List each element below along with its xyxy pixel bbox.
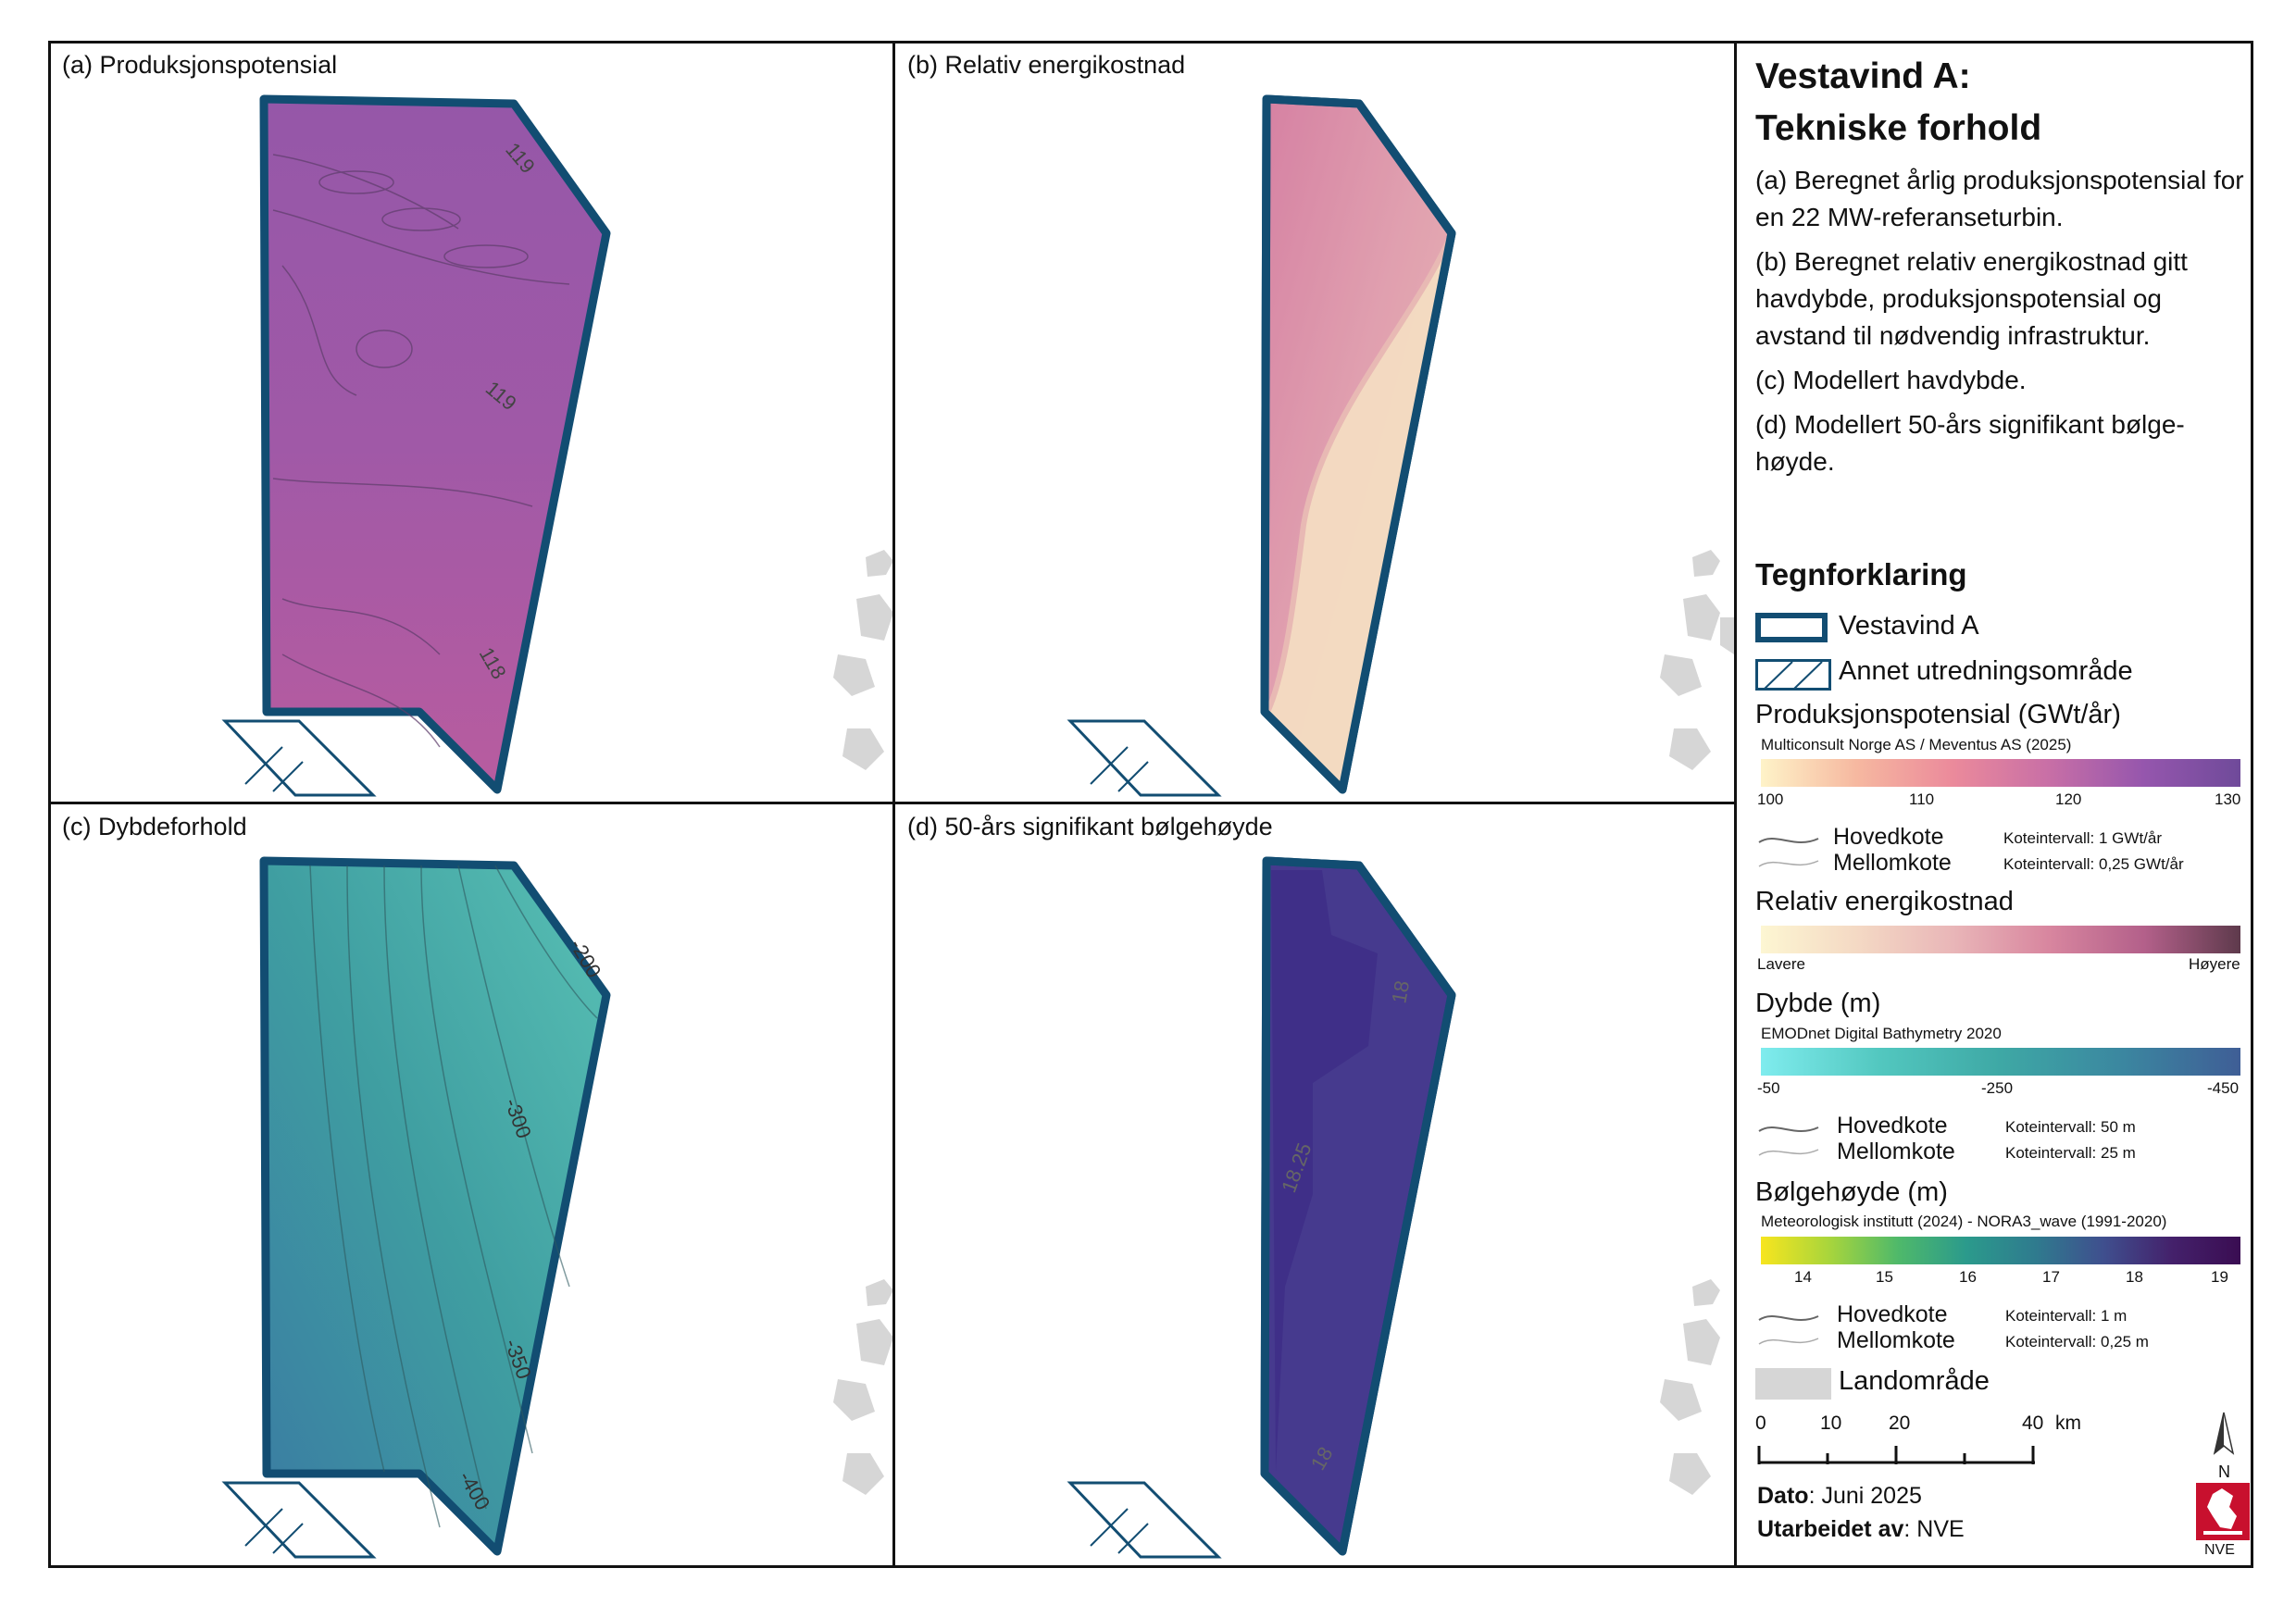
wave-tick: 19: [2211, 1268, 2228, 1286]
divider: [1734, 44, 1737, 1565]
wave-title: Bølgehøyde (m): [1755, 1177, 1948, 1207]
panel-d-map: 18 18.25 18: [1067, 856, 1720, 1559]
scale-tick: 0: [1755, 1413, 1766, 1434]
author-value: : NVE: [1903, 1516, 1965, 1542]
scale-tick: 10: [1820, 1413, 1842, 1434]
depth-main-interval: Koteintervall: 50 m: [2005, 1118, 2136, 1136]
panel-c: -200 -300 -350 -400 (c) Dybdeforhold: [51, 805, 893, 1565]
panel-c-map: -200 -300 -350 -400: [221, 856, 893, 1559]
legend-panel: Vestavind A: Tekniske forhold (a) Beregn…: [1737, 44, 2251, 1565]
land-area: [1660, 1279, 1720, 1495]
depth-tick: -250: [1981, 1079, 2014, 1097]
wave-main-interval: Koteintervall: 1 m: [2005, 1307, 2128, 1325]
vestavind-a-swatch: [1755, 613, 1828, 642]
legend-heading: Tegnforklaring: [1755, 557, 1967, 591]
other-area-swatch: [1755, 659, 1831, 691]
date-label: Dato: [1757, 1483, 1809, 1509]
vestavind-a-area: [259, 856, 611, 1556]
depth-minor-label: Mellomkote: [1837, 1139, 1955, 1164]
panel-a: 119 119 118 (a) Produksjonspotensial: [51, 44, 893, 803]
scale-bar: [1757, 1446, 2035, 1464]
prod-main-label: Hovedkote: [1833, 824, 1944, 850]
contour-main-icon: [1758, 1315, 1819, 1345]
north-label: N: [2218, 1462, 2230, 1481]
depth-minor-interval: Koteintervall: 25 m: [2005, 1144, 2136, 1162]
nve-logo: [2196, 1483, 2250, 1540]
land-label: Landområde: [1839, 1366, 1990, 1396]
date-line: Dato: Juni 2025: [1757, 1483, 1922, 1510]
contour-main-icon: [1758, 1126, 1819, 1156]
panel-a-title: (a) Produksjonspotensial: [58, 51, 342, 80]
author-line: Utarbeidet av: NVE: [1757, 1516, 1965, 1543]
prod-colorbar: [1761, 759, 2240, 787]
land-area: [1660, 550, 1734, 770]
panel-a-map: 119 119 118: [221, 94, 893, 797]
wave-source: Meteorologisk institutt (2024) - NORA3_w…: [1761, 1213, 2167, 1230]
depth-colorbar: [1761, 1048, 2240, 1076]
prod-main-interval: Koteintervall: 1 GWt/år: [2003, 829, 2163, 847]
scale-unit: km: [2055, 1413, 2081, 1434]
scale-tick: 40: [2022, 1413, 2044, 1434]
prod-minor-label: Mellomkote: [1833, 850, 1952, 876]
panel-d-title: (d) 50-års signifikant bølgehøyde: [904, 813, 1277, 841]
title-line-1: Vestavind A:: [1755, 56, 1971, 96]
lion-icon: [2203, 1488, 2242, 1535]
desc-b: (b) Beregnet relativ energikostnad gitt …: [1755, 247, 2188, 350]
map-title: Vestavind A: Tekniske forhold: [1755, 51, 2251, 155]
desc-a: (a) Beregnet årlig produksjonspotensial …: [1755, 166, 2244, 231]
author-label: Utarbeidet av: [1757, 1516, 1904, 1542]
land-area: [833, 1279, 893, 1495]
vestavind-a-label: Vestavind A: [1839, 611, 1979, 641]
panel-b-map: [1067, 94, 1734, 797]
wave-colorbar: [1761, 1237, 2240, 1264]
prod-tick: 110: [1909, 790, 1935, 808]
wave-tick: 14: [1794, 1268, 1812, 1286]
wave-tick: 16: [1959, 1268, 1977, 1286]
cost-title: Relativ energikostnad: [1755, 887, 2014, 916]
prod-title: Produksjonspotensial (GWt/år): [1755, 700, 2121, 729]
prod-tick: 120: [2055, 790, 2082, 808]
desc-d: (d) Modellert 50-års signifikant bølge-h…: [1755, 410, 2185, 476]
cost-high: Høyere: [2189, 955, 2240, 973]
panel-c-title: (c) Dybdeforhold: [58, 813, 251, 841]
nve-logo-text: NVE: [2204, 1542, 2235, 1558]
wave-tick: 15: [1876, 1268, 1893, 1286]
depth-title: Dybde (m): [1755, 989, 1881, 1018]
wave-main-label: Hovedkote: [1837, 1301, 1948, 1327]
panel-b-title: (b) Relativ energikostnad: [904, 51, 1190, 80]
prod-tick: 130: [2215, 790, 2241, 808]
panel-d: 18 18.25 18 (d) 50-års signifikant bølge…: [896, 805, 1734, 1565]
cost-colorbar: [1761, 926, 2240, 953]
wave-minor-label: Mellomkote: [1837, 1327, 1955, 1353]
prod-tick: 100: [1757, 790, 1784, 808]
title-line-2: Tekniske forhold: [1755, 108, 2042, 148]
date-value: : Juni 2025: [1808, 1483, 1922, 1509]
land-swatch: [1755, 1368, 1831, 1400]
divider: [892, 44, 895, 1565]
north-arrow-icon: [2213, 1412, 2235, 1455]
prod-source: Multiconsult Norge AS / Meventus AS (202…: [1761, 736, 2072, 753]
depth-tick: -50: [1757, 1079, 1780, 1097]
desc-c: (c) Modellert havdybde.: [1755, 366, 2027, 394]
wave-minor-interval: Koteintervall: 0,25 m: [2005, 1333, 2149, 1350]
panel-b: (b) Relativ energikostnad: [896, 44, 1734, 803]
depth-tick: -450: [2207, 1079, 2240, 1097]
scale-tick: 20: [1889, 1413, 1911, 1434]
land-area: [833, 550, 893, 770]
depth-main-label: Hovedkote: [1837, 1113, 1948, 1139]
wave-tick: 17: [2042, 1268, 2060, 1286]
prod-minor-interval: Koteintervall: 0,25 GWt/år: [2003, 855, 2184, 873]
cost-low: Lavere: [1757, 955, 1805, 973]
contour-label: 18: [1387, 978, 1414, 1004]
divider: [51, 802, 1734, 804]
vestavind-a-area: [259, 94, 611, 794]
map-frame: [48, 41, 2253, 1568]
contour-main-icon: [1758, 838, 1819, 867]
depth-source: EMODnet Digital Bathymetry 2020: [1761, 1025, 2002, 1042]
wave-tick: 18: [2126, 1268, 2143, 1286]
other-area-label: Annet utredningsområde: [1839, 656, 2133, 686]
